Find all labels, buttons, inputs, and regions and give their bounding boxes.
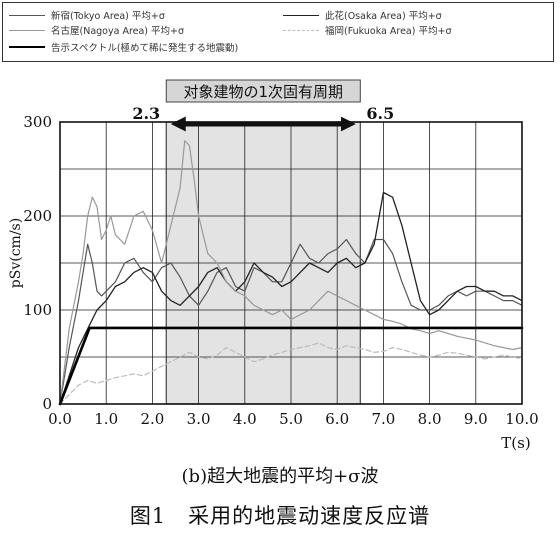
x-tick-label-10: 10.0	[505, 410, 538, 428]
x-tick-label-7: 7.0	[371, 410, 395, 428]
legend-label-notice: 告示スペクトル(極めて稀に発生する地震動)	[51, 43, 239, 54]
x-tick-label-3: 3.0	[187, 410, 211, 428]
legend-label-nagoya: 名古屋(Nagoya Area) 平均+σ	[51, 26, 185, 37]
x-tick-label-8: 8.0	[418, 410, 442, 428]
legend-item-nagoya: 名古屋(Nagoya Area) 平均+σ	[9, 23, 184, 37]
period-end-label: 6.5	[366, 104, 394, 123]
legend-item-osaka: 此花(Osaka Area) 平均+σ	[283, 8, 442, 22]
y-axis-label: pSv(cm/s)	[8, 218, 24, 288]
period-start-label: 2.3	[132, 104, 160, 123]
legend-swatch-nagoya	[9, 29, 45, 31]
series-line-nagoya	[59, 140, 523, 405]
legend: 新宿(Tokyo Area) 平均+σ 此花(Osaka Area) 平均+σ 名古…	[2, 2, 554, 62]
y-tick-label-3: 300	[23, 113, 52, 131]
response-spectrum-chart: 0.0 1.0 2.0 3.0 4.0 5.0 6.0 7.0 8.0 9.0 10.0 0 100 20…	[8, 79, 539, 452]
series-line-fukuoka	[59, 342, 523, 405]
x-tick-label-9: 9.0	[464, 410, 488, 428]
legend-item-fukuoka: 福岡(Fukuoka Area) 平均+σ	[283, 23, 451, 37]
x-tick-label-1: 1.0	[94, 410, 118, 428]
legend-swatch-tokyo	[9, 14, 45, 16]
legend-label-fukuoka: 福岡(Fukuoka Area) 平均+σ	[325, 26, 452, 37]
y-tick-label-0: 0	[42, 395, 52, 413]
x-tick-label-4: 4.0	[233, 410, 257, 428]
period-title: 对象建物の1次固有周期	[184, 83, 344, 101]
x-tick-label-0: 0.0	[48, 410, 72, 428]
x-axis-label: T(s)	[501, 434, 530, 452]
series-line-notice	[58, 326, 524, 406]
legend-item-tokyo: 新宿(Tokyo Area) 平均+σ	[9, 8, 165, 22]
period-title-box	[165, 79, 361, 103]
x-tick-label-2: 2.0	[140, 410, 164, 428]
x-tick-label-6: 6.0	[325, 410, 349, 428]
legend-swatch-osaka	[283, 14, 319, 16]
legend-swatch-fukuoka	[283, 29, 319, 31]
legend-label-osaka: 此花(Osaka Area) 平均+σ	[325, 11, 442, 22]
figure-caption: 图1 采用的地震动速度反应谱	[129, 504, 431, 528]
legend-item-notice: 告示スペクトル(極めて稀に発生する地震動)	[9, 40, 238, 54]
y-tick-label-2: 200	[23, 207, 52, 225]
legend-label-tokyo: 新宿(Tokyo Area) 平均+σ	[51, 11, 165, 22]
series-line-osaka	[59, 191, 523, 405]
y-tick-label-1: 100	[23, 301, 52, 319]
chart-subtitle: (b)超大地震的平均+σ波	[181, 466, 379, 487]
x-tick-label-5: 5.0	[279, 410, 303, 428]
legend-swatch-notice	[9, 46, 45, 48]
